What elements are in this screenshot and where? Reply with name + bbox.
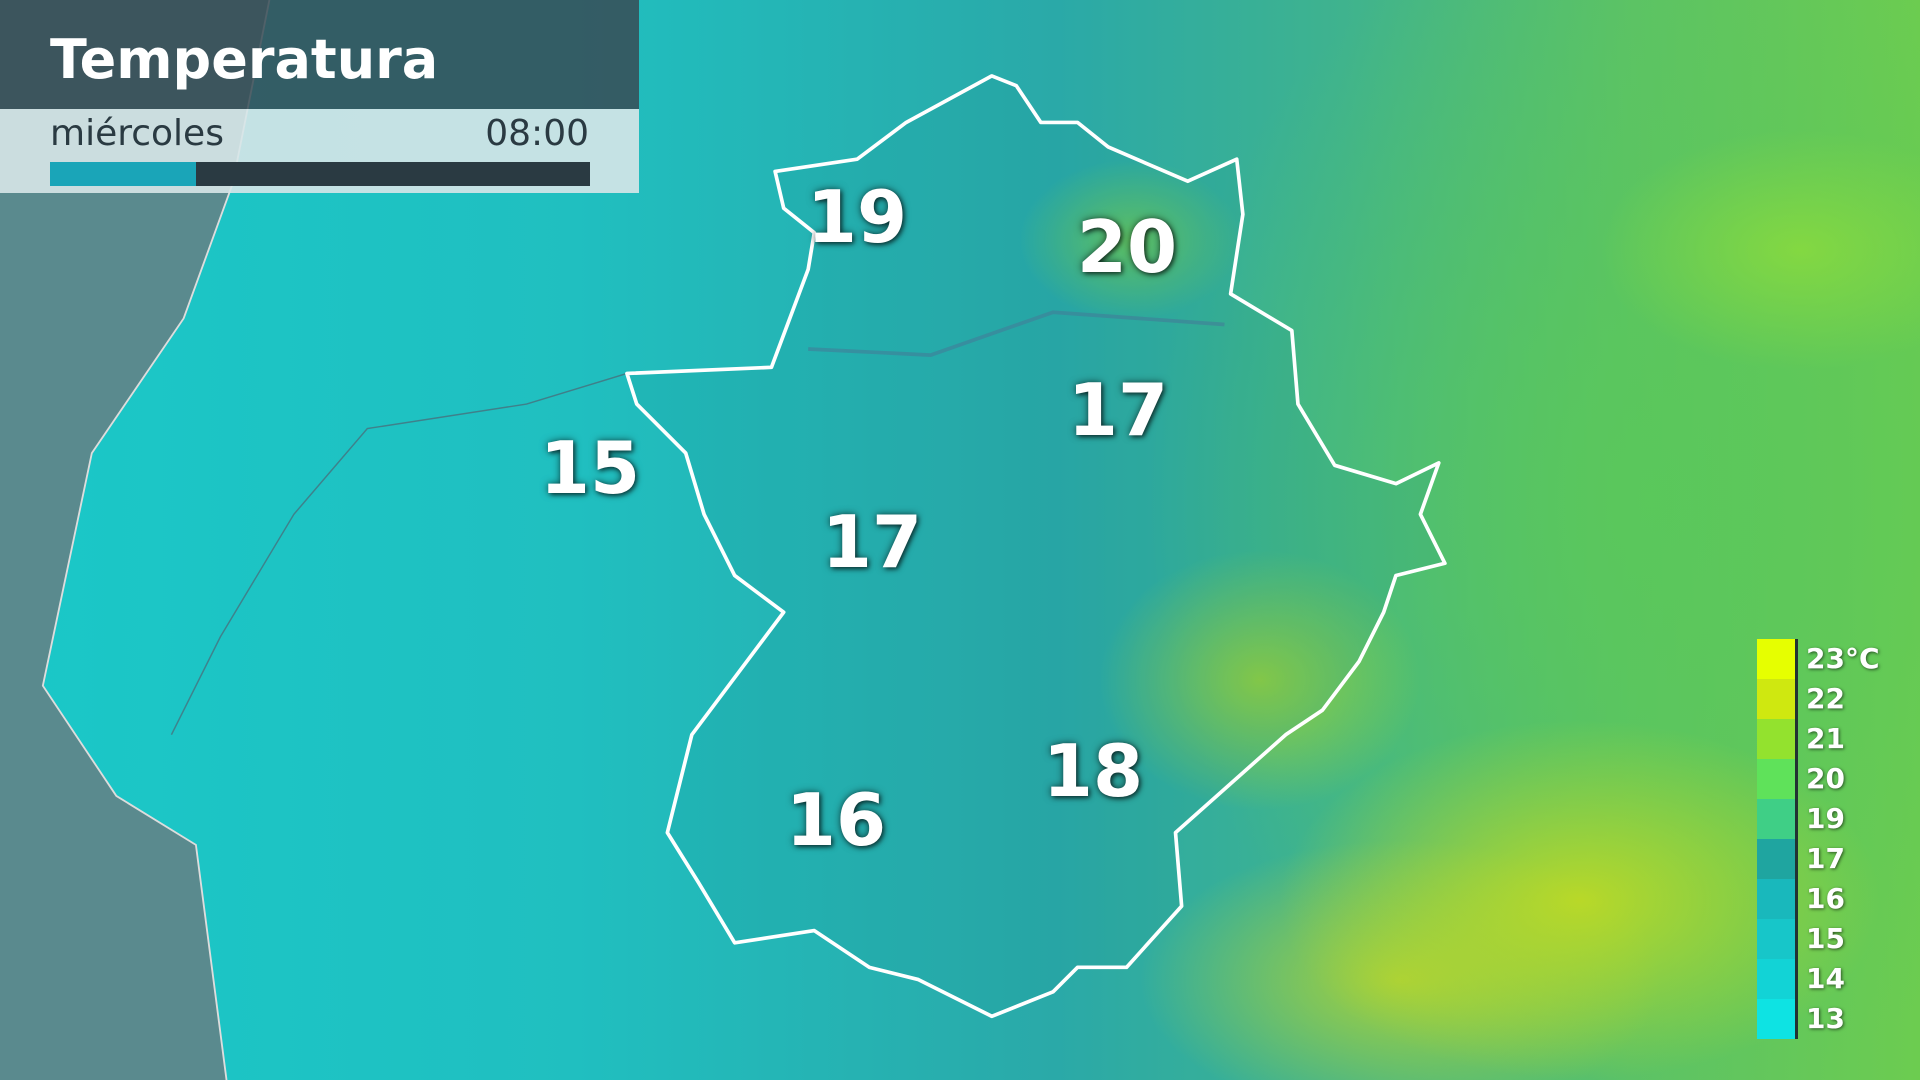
temp-label: 18 — [1042, 729, 1144, 813]
page-title: Temperatura — [50, 28, 439, 91]
time-progress-bar — [50, 162, 590, 186]
legend-swatch — [1757, 999, 1795, 1039]
legend-swatch — [1757, 639, 1795, 679]
legend-swatch — [1757, 839, 1795, 879]
legend-label: 14 — [1806, 962, 1845, 995]
temp-label: 17 — [821, 500, 923, 584]
ocean — [0, 0, 270, 1080]
legend-label: 22 — [1806, 682, 1845, 715]
river-tajo — [808, 310, 1225, 357]
temp-label: 20 — [1076, 205, 1178, 289]
legend-swatch — [1757, 759, 1795, 799]
country-border — [170, 372, 628, 736]
title-bar — [0, 0, 639, 109]
header-panel: Temperatura miércoles 08:00 — [0, 0, 639, 193]
time-label: 08:00 — [485, 113, 589, 154]
coastline — [41, 0, 271, 1080]
time-bar: miércoles 08:00 — [0, 109, 639, 193]
legend-swatch — [1757, 679, 1795, 719]
legend-labels: 23°C 22 21 20 19 17 16 15 14 13 — [1806, 639, 1880, 1039]
legend-swatch — [1757, 919, 1795, 959]
extremadura-outline — [625, 74, 1447, 1019]
legend-swatch — [1757, 879, 1795, 919]
legend-label: 23°C — [1806, 642, 1880, 675]
temp-label: 19 — [806, 175, 908, 259]
legend-label: 17 — [1806, 842, 1845, 875]
temp-label: 17 — [1067, 368, 1169, 452]
legend-label: 20 — [1806, 762, 1845, 795]
day-label: miércoles — [50, 113, 224, 154]
legend-swatch — [1757, 799, 1795, 839]
legend-label: 15 — [1806, 922, 1845, 955]
legend-label: 19 — [1806, 802, 1845, 835]
legend-label: 13 — [1806, 1002, 1845, 1035]
legend-label: 16 — [1806, 882, 1845, 915]
progress-fill — [50, 162, 196, 186]
temp-label: 15 — [539, 426, 641, 510]
legend-swatch — [1757, 719, 1795, 759]
temp-label: 16 — [785, 778, 887, 862]
legend-label: 21 — [1806, 722, 1845, 755]
legend-swatch — [1757, 959, 1795, 999]
color-legend — [1757, 639, 1798, 1039]
